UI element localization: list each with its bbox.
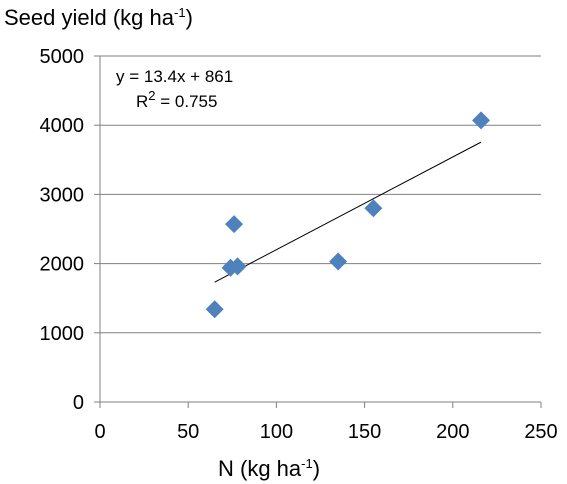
x-tick-label: 50 <box>177 421 199 443</box>
y-tick-label: 2000 <box>40 254 85 276</box>
x-tick-label: 150 <box>348 421 381 443</box>
x-tick-label: 250 <box>524 421 557 443</box>
data-point <box>329 252 348 271</box>
y-axis-label: Seed yield (kg ha-1) <box>4 5 193 30</box>
trendline-equation: y = 13.4x + 861 <box>116 67 233 86</box>
data-points <box>205 111 491 319</box>
y-tick-label: 1000 <box>40 323 85 345</box>
y-tick-labels: 0 1000 2000 3000 4000 5000 <box>40 46 85 414</box>
x-tick-labels: 0 50 100 150 200 250 <box>94 421 557 443</box>
data-point <box>228 257 247 276</box>
r-squared-label: R2 = 0.755 <box>136 88 217 111</box>
x-axis-label: N (kg ha-1) <box>218 456 320 481</box>
data-point <box>205 300 224 319</box>
data-point <box>472 111 491 130</box>
x-tick-label: 100 <box>260 421 293 443</box>
y-tick-label: 0 <box>73 392 84 414</box>
data-point <box>225 215 244 234</box>
axes <box>94 55 542 408</box>
x-tick-label: 0 <box>94 421 105 443</box>
trendline <box>214 141 482 283</box>
y-tick-label: 4000 <box>40 115 85 137</box>
y-tick-label: 3000 <box>40 184 85 206</box>
gridlines <box>100 55 541 334</box>
trendline-group <box>214 141 482 283</box>
x-tick-label: 200 <box>436 421 469 443</box>
data-point <box>364 199 383 218</box>
y-tick-label: 5000 <box>40 46 85 68</box>
